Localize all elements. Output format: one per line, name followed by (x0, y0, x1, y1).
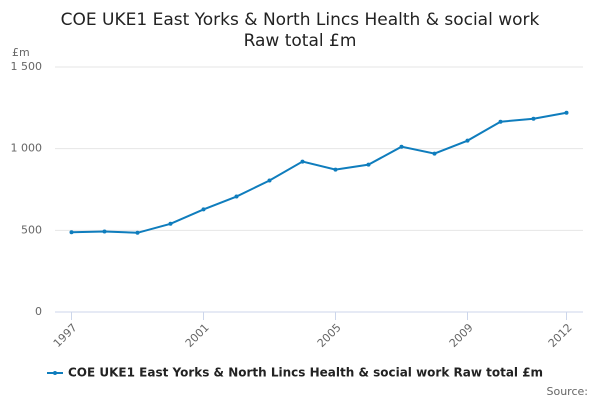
x-tick-label: 2009 (447, 321, 476, 350)
point (399, 144, 404, 149)
point (531, 116, 536, 121)
source-label: Source: (547, 385, 589, 398)
point (300, 159, 305, 164)
legend-label: COE UKE1 East Yorks & North Lincs Health… (68, 366, 543, 380)
line (71, 111, 567, 234)
y-axis-label: £m (12, 46, 30, 59)
x-tick-label: 2012 (546, 321, 575, 350)
point (234, 194, 239, 199)
point (564, 110, 569, 115)
y-tick-label: 0 (35, 305, 42, 318)
point (135, 230, 140, 235)
y-tick-label: 1 000 (11, 142, 43, 155)
y-tick-label: 1 500 (11, 60, 43, 73)
point (333, 167, 338, 172)
x-tick-label: 1997 (51, 321, 80, 350)
chart-title: Raw total £m (244, 31, 357, 51)
point (69, 230, 74, 235)
x-tick-label: 2005 (315, 321, 344, 350)
point (465, 138, 470, 143)
legend-swatch (53, 371, 57, 375)
point (366, 162, 371, 167)
point (432, 151, 437, 156)
chart-title: COE UKE1 East Yorks & North Lincs Health… (61, 10, 540, 30)
y-tick-label: 500 (21, 223, 42, 236)
point (201, 207, 206, 212)
point (168, 221, 173, 226)
point (267, 178, 272, 183)
point (498, 119, 503, 124)
x-tick-label: 2001 (183, 321, 212, 350)
point (102, 229, 107, 234)
